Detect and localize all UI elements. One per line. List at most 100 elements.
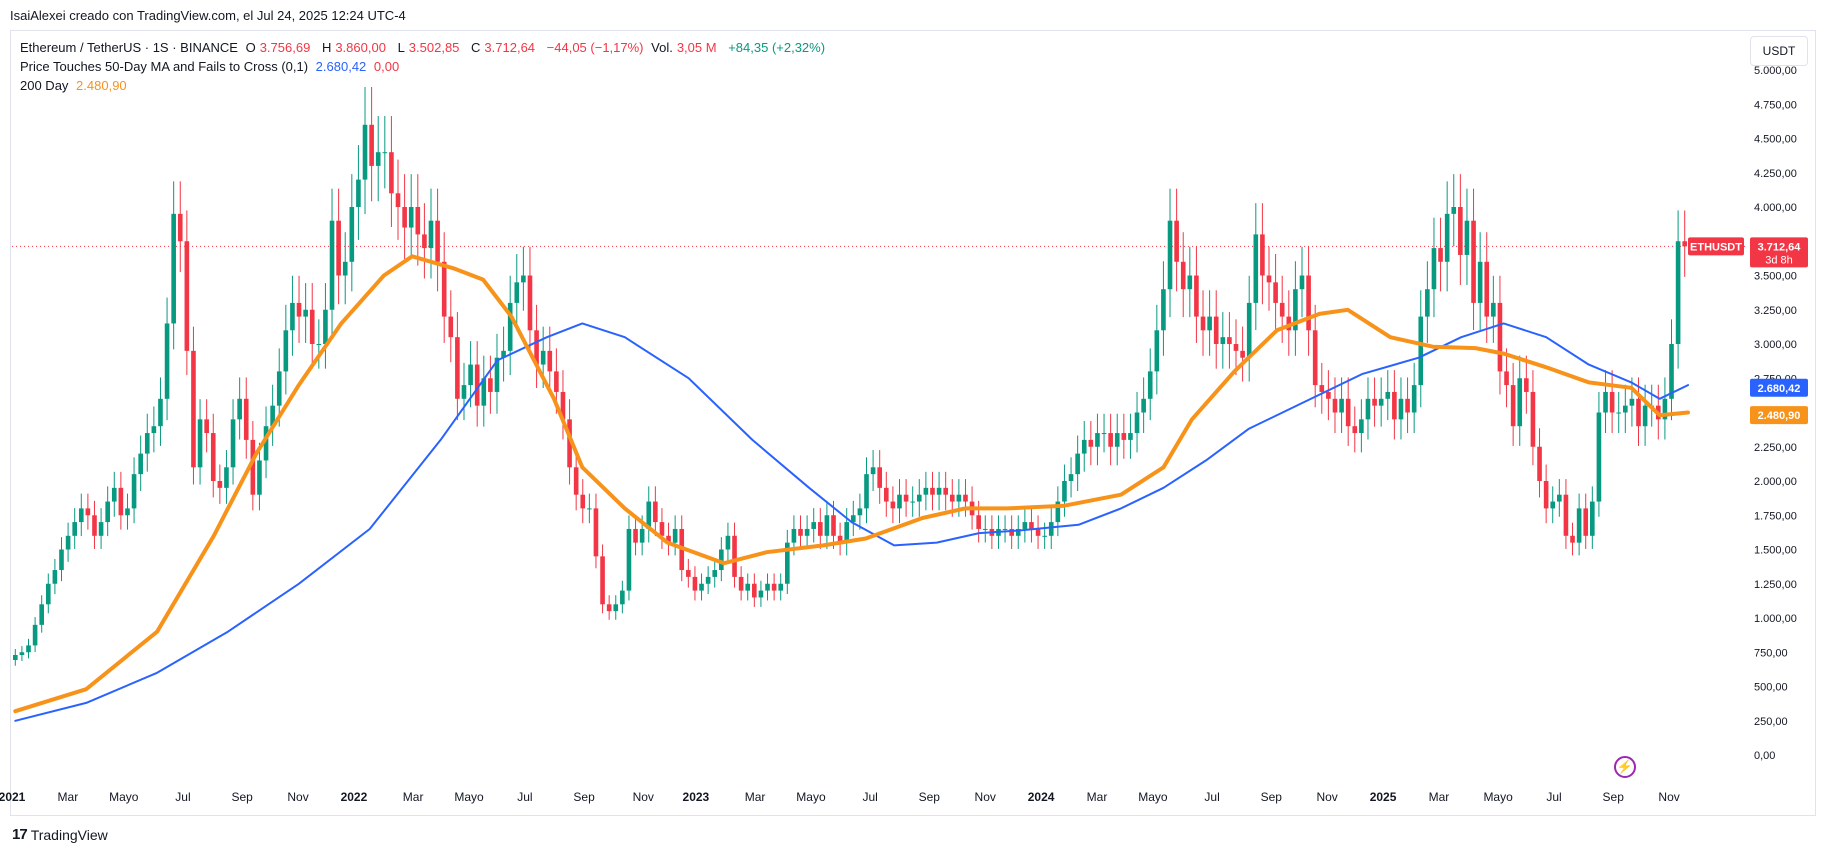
candle-body bbox=[1378, 398, 1384, 406]
candle-body bbox=[1180, 261, 1186, 290]
chart-credit: IsaiAlexei creado con TradingView.com, e… bbox=[10, 8, 406, 23]
candle-body bbox=[243, 398, 249, 440]
chart-frame bbox=[10, 30, 1816, 816]
candle-body bbox=[1392, 391, 1397, 420]
candle-body bbox=[455, 337, 460, 399]
indicator-row-ma50[interactable]: Price Touches 50-Day MA and Fails to Cro… bbox=[20, 57, 829, 76]
candle-body bbox=[785, 542, 790, 584]
candle-body bbox=[1451, 207, 1457, 214]
candle-body bbox=[501, 350, 506, 358]
candle-body bbox=[197, 419, 203, 468]
candle-body bbox=[567, 419, 572, 468]
x-tick-label: Mayo bbox=[796, 790, 826, 804]
candle-body bbox=[527, 275, 533, 331]
candle-body bbox=[362, 124, 368, 180]
candle-body bbox=[976, 515, 981, 529]
candle-body bbox=[692, 576, 698, 591]
candle-body bbox=[705, 576, 711, 584]
y-tick-label: 1.250,00 bbox=[1754, 579, 1797, 591]
candle-body bbox=[1055, 501, 1061, 523]
candle-body bbox=[1167, 220, 1173, 290]
candle-body bbox=[639, 528, 645, 543]
candle-body bbox=[45, 583, 51, 605]
candle-body bbox=[1273, 282, 1278, 303]
candle-body bbox=[204, 419, 209, 434]
candle-body bbox=[1517, 378, 1523, 427]
candle-body bbox=[1326, 391, 1331, 399]
ma50-line bbox=[14, 322, 1689, 722]
currency-button[interactable]: USDT bbox=[1750, 36, 1808, 66]
candle-body bbox=[1042, 535, 1047, 537]
candle-body bbox=[336, 220, 341, 276]
candle-body bbox=[514, 282, 520, 303]
symbol-name[interactable]: Ethereum / TetherUS · 1S · BINANCE bbox=[20, 40, 238, 55]
x-tick-label: Mayo bbox=[454, 790, 484, 804]
ma200-line bbox=[13, 254, 1690, 714]
x-tick-label: Nov bbox=[975, 790, 996, 804]
x-tick-label: Jul bbox=[1204, 790, 1219, 804]
price-change: −44,05 (−1,17%) bbox=[546, 40, 644, 55]
candle-body bbox=[1279, 302, 1285, 317]
candle-body bbox=[883, 487, 889, 502]
candle-body bbox=[375, 152, 381, 166]
ma200-badge-bg bbox=[1750, 406, 1808, 425]
candle-body bbox=[593, 508, 599, 557]
candle-body bbox=[1570, 535, 1575, 543]
candle-body bbox=[481, 378, 487, 406]
candle-body bbox=[1114, 433, 1120, 447]
candle-body bbox=[1477, 261, 1483, 303]
candle-body bbox=[1319, 385, 1325, 392]
candle-body bbox=[956, 494, 962, 502]
candle-body bbox=[719, 549, 724, 571]
candle-body bbox=[1359, 419, 1364, 434]
candle-body bbox=[356, 179, 361, 207]
candle-body bbox=[85, 508, 91, 516]
candle-body bbox=[1029, 522, 1034, 529]
candle-body bbox=[864, 474, 869, 509]
last-price-badge-bg bbox=[1750, 237, 1808, 268]
candle-body bbox=[65, 535, 71, 550]
y-tick-label: 3.500,00 bbox=[1754, 271, 1797, 283]
candle-body bbox=[890, 501, 896, 509]
candle-body bbox=[1623, 405, 1628, 413]
x-tick-label: Sep bbox=[573, 790, 595, 804]
candle-body bbox=[323, 309, 328, 344]
candle-body bbox=[184, 241, 190, 351]
x-tick-label: Mar bbox=[58, 790, 79, 804]
candle-body bbox=[580, 494, 586, 509]
candle-body bbox=[1629, 398, 1635, 406]
candle-body bbox=[771, 583, 777, 591]
candle-body bbox=[1458, 207, 1463, 255]
candle-body bbox=[415, 207, 421, 235]
candle-body bbox=[1510, 385, 1516, 427]
candle-body bbox=[1068, 474, 1074, 481]
candle-body bbox=[1227, 337, 1232, 344]
candle-body bbox=[474, 364, 480, 406]
candle-body bbox=[857, 508, 863, 516]
candle-body bbox=[1233, 344, 1239, 351]
volume-change: +84,35 (+2,32%) bbox=[728, 40, 826, 55]
candle-body bbox=[587, 508, 592, 510]
y-tick-label: 1.500,00 bbox=[1754, 545, 1797, 557]
candle-body bbox=[633, 528, 638, 543]
lightning-icon[interactable]: ⚡ bbox=[1614, 756, 1636, 778]
candle-body bbox=[303, 309, 308, 317]
candle-body bbox=[1332, 398, 1338, 413]
candle-body bbox=[92, 515, 97, 536]
candle-body bbox=[1662, 398, 1668, 420]
candle-body bbox=[217, 481, 223, 488]
indicator-row-ma200[interactable]: 200 Day 2.480,90 bbox=[20, 76, 829, 95]
candle-body bbox=[329, 220, 335, 310]
tradingview-logo: 17 TradingView bbox=[12, 826, 108, 843]
x-tick-label: Sep bbox=[1603, 790, 1625, 804]
candle-body bbox=[1187, 275, 1193, 290]
candle-body bbox=[923, 487, 929, 495]
candle-body bbox=[144, 433, 150, 454]
candle-body bbox=[725, 535, 731, 550]
candle-body bbox=[620, 590, 625, 605]
x-axis: 2021 Mar Mayo Jul Sep Nov 2022 Mar Mayo Jul Sep Nov… bbox=[0, 790, 1680, 804]
candle-body bbox=[98, 522, 104, 536]
x-tick-label: Nov bbox=[633, 790, 654, 804]
last-price-badge-countdown: 3d 8h bbox=[1765, 254, 1793, 266]
